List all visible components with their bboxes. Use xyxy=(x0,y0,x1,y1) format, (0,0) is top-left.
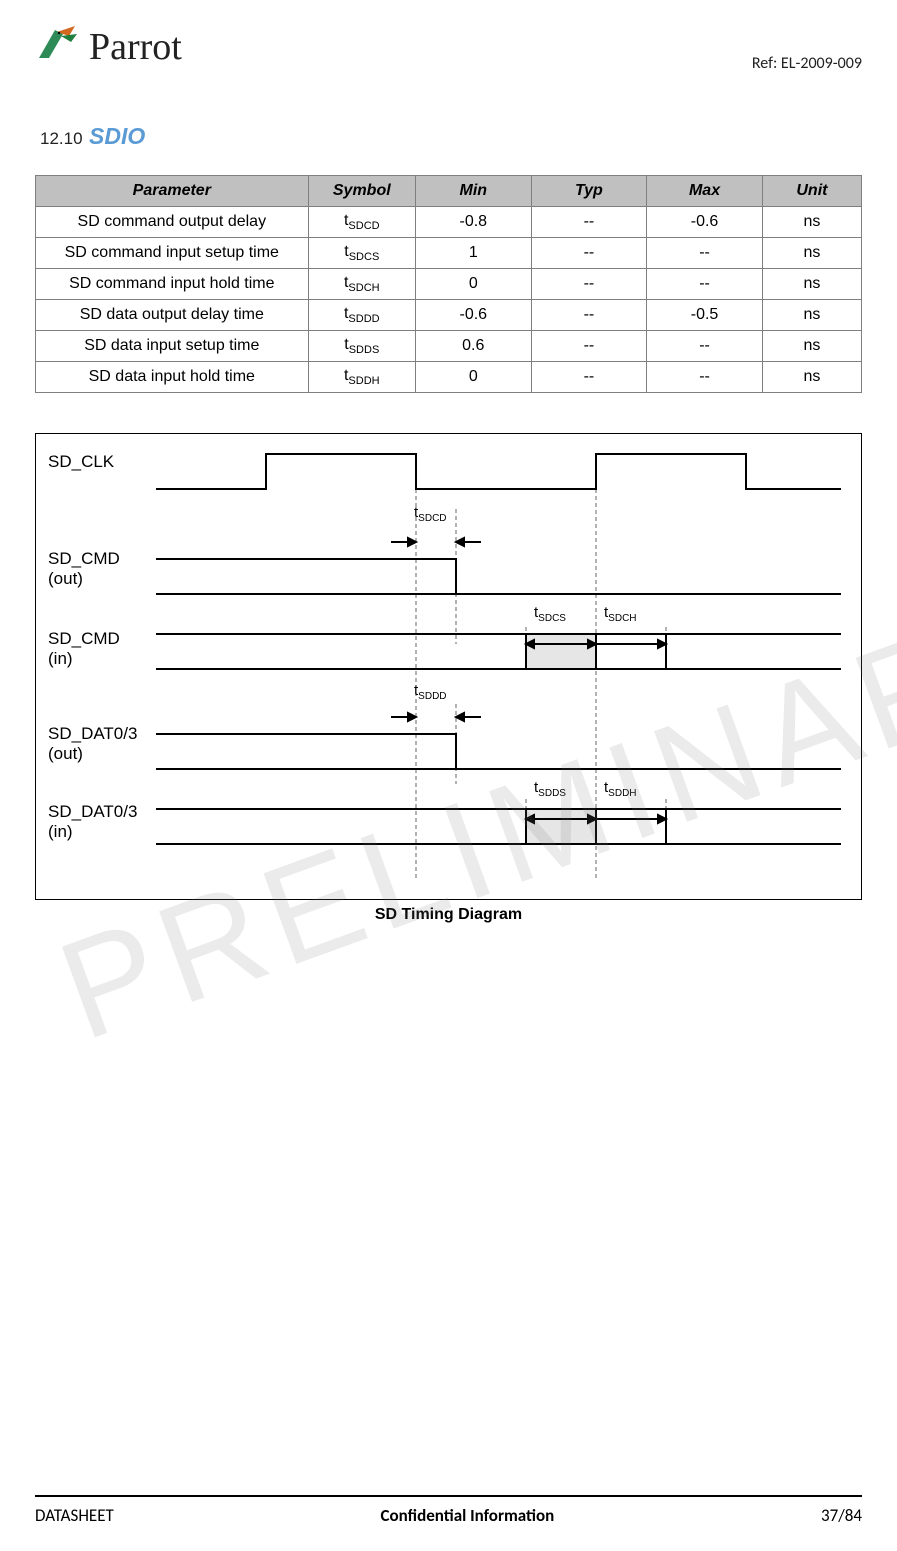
col-max: Max xyxy=(647,176,763,207)
cell-min: 1 xyxy=(415,238,531,269)
cell-param: SD data input setup time xyxy=(36,331,309,362)
table-row: SD data input hold timetSDDH0----ns xyxy=(36,362,862,393)
cell-max: -0.6 xyxy=(647,207,763,238)
t-sdch: tSDCH xyxy=(604,604,637,624)
cell-symbol: tSDCS xyxy=(308,238,415,269)
section-title: SDIO xyxy=(89,123,145,149)
footer-left: DATASHEET xyxy=(35,1505,114,1526)
cell-typ: -- xyxy=(531,331,647,362)
table-row: SD data output delay timetSDDD-0.6---0.5… xyxy=(36,300,862,331)
page-footer: DATASHEET Confidential Information 37/84 xyxy=(35,1495,862,1526)
t-sdcd: tSDCD xyxy=(414,504,447,524)
col-typ: Typ xyxy=(531,176,647,207)
cell-min: -0.8 xyxy=(415,207,531,238)
footer-center: Confidential Information xyxy=(381,1505,555,1526)
cell-min: -0.6 xyxy=(415,300,531,331)
label-sd-dat-out: SD_DAT0/3 (out) xyxy=(48,724,137,764)
reference-number: Ref: EL-2009-009 xyxy=(752,54,862,73)
cell-symbol: tSDDS xyxy=(308,331,415,362)
t-sddd: tSDDD xyxy=(414,682,447,702)
cell-typ: -- xyxy=(531,269,647,300)
cell-max: -- xyxy=(647,238,763,269)
label-sd-cmd-in: SD_CMD (in) xyxy=(48,629,120,669)
cell-typ: -- xyxy=(531,300,647,331)
cell-unit: ns xyxy=(762,300,861,331)
col-unit: Unit xyxy=(762,176,861,207)
cell-param: SD data output delay time xyxy=(36,300,309,331)
page-header: Parrot Ref: EL-2009-009 xyxy=(35,20,862,73)
cell-unit: ns xyxy=(762,238,861,269)
cell-param: SD command output delay xyxy=(36,207,309,238)
cell-symbol: tSDCH xyxy=(308,269,415,300)
parrot-logo-icon xyxy=(35,20,83,73)
timing-diagram: SD_CLK SD_CMD (out) SD_CMD (in) SD_DAT0/… xyxy=(35,433,862,900)
cell-symbol: tSDCD xyxy=(308,207,415,238)
cell-min: 0.6 xyxy=(415,331,531,362)
cell-min: 0 xyxy=(415,269,531,300)
label-sd-clk: SD_CLK xyxy=(48,452,114,472)
diagram-caption: SD Timing Diagram xyxy=(35,906,862,924)
cell-unit: ns xyxy=(762,331,861,362)
cell-typ: -- xyxy=(531,362,647,393)
cell-symbol: tSDDH xyxy=(308,362,415,393)
cell-param: SD command input setup time xyxy=(36,238,309,269)
col-symbol: Symbol xyxy=(308,176,415,207)
col-parameter: Parameter xyxy=(36,176,309,207)
cell-unit: ns xyxy=(762,269,861,300)
cell-unit: ns xyxy=(762,207,861,238)
label-sd-dat-in: SD_DAT0/3 (in) xyxy=(48,802,137,842)
cell-max: -- xyxy=(647,362,763,393)
table-row: SD command input setup timetSDCS1----ns xyxy=(36,238,862,269)
cell-unit: ns xyxy=(762,362,861,393)
col-min: Min xyxy=(415,176,531,207)
section-heading: 12.10 SDIO xyxy=(40,123,862,150)
footer-right: 37/84 xyxy=(821,1505,862,1526)
label-sd-cmd-out: SD_CMD (out) xyxy=(48,549,120,589)
cell-param: SD command input hold time xyxy=(36,269,309,300)
cell-max: -- xyxy=(647,331,763,362)
table-row: SD command input hold timetSDCH0----ns xyxy=(36,269,862,300)
cell-max: -- xyxy=(647,269,763,300)
t-sdds: tSDDS xyxy=(534,779,566,799)
cell-symbol: tSDDD xyxy=(308,300,415,331)
cell-min: 0 xyxy=(415,362,531,393)
logo-area: Parrot xyxy=(35,20,182,73)
parameter-table: Parameter Symbol Min Typ Max Unit SD com… xyxy=(35,175,862,393)
table-row: SD command output delaytSDCD-0.8---0.6ns xyxy=(36,207,862,238)
t-sddh: tSDDH xyxy=(604,779,637,799)
cell-param: SD data input hold time xyxy=(36,362,309,393)
section-number: 12.10 xyxy=(40,129,83,148)
logo-text: Parrot xyxy=(89,25,182,69)
t-sdcs: tSDCS xyxy=(534,604,566,624)
table-row: SD data input setup timetSDDS0.6----ns xyxy=(36,331,862,362)
cell-typ: -- xyxy=(531,207,647,238)
cell-typ: -- xyxy=(531,238,647,269)
table-header-row: Parameter Symbol Min Typ Max Unit xyxy=(36,176,862,207)
cell-max: -0.5 xyxy=(647,300,763,331)
